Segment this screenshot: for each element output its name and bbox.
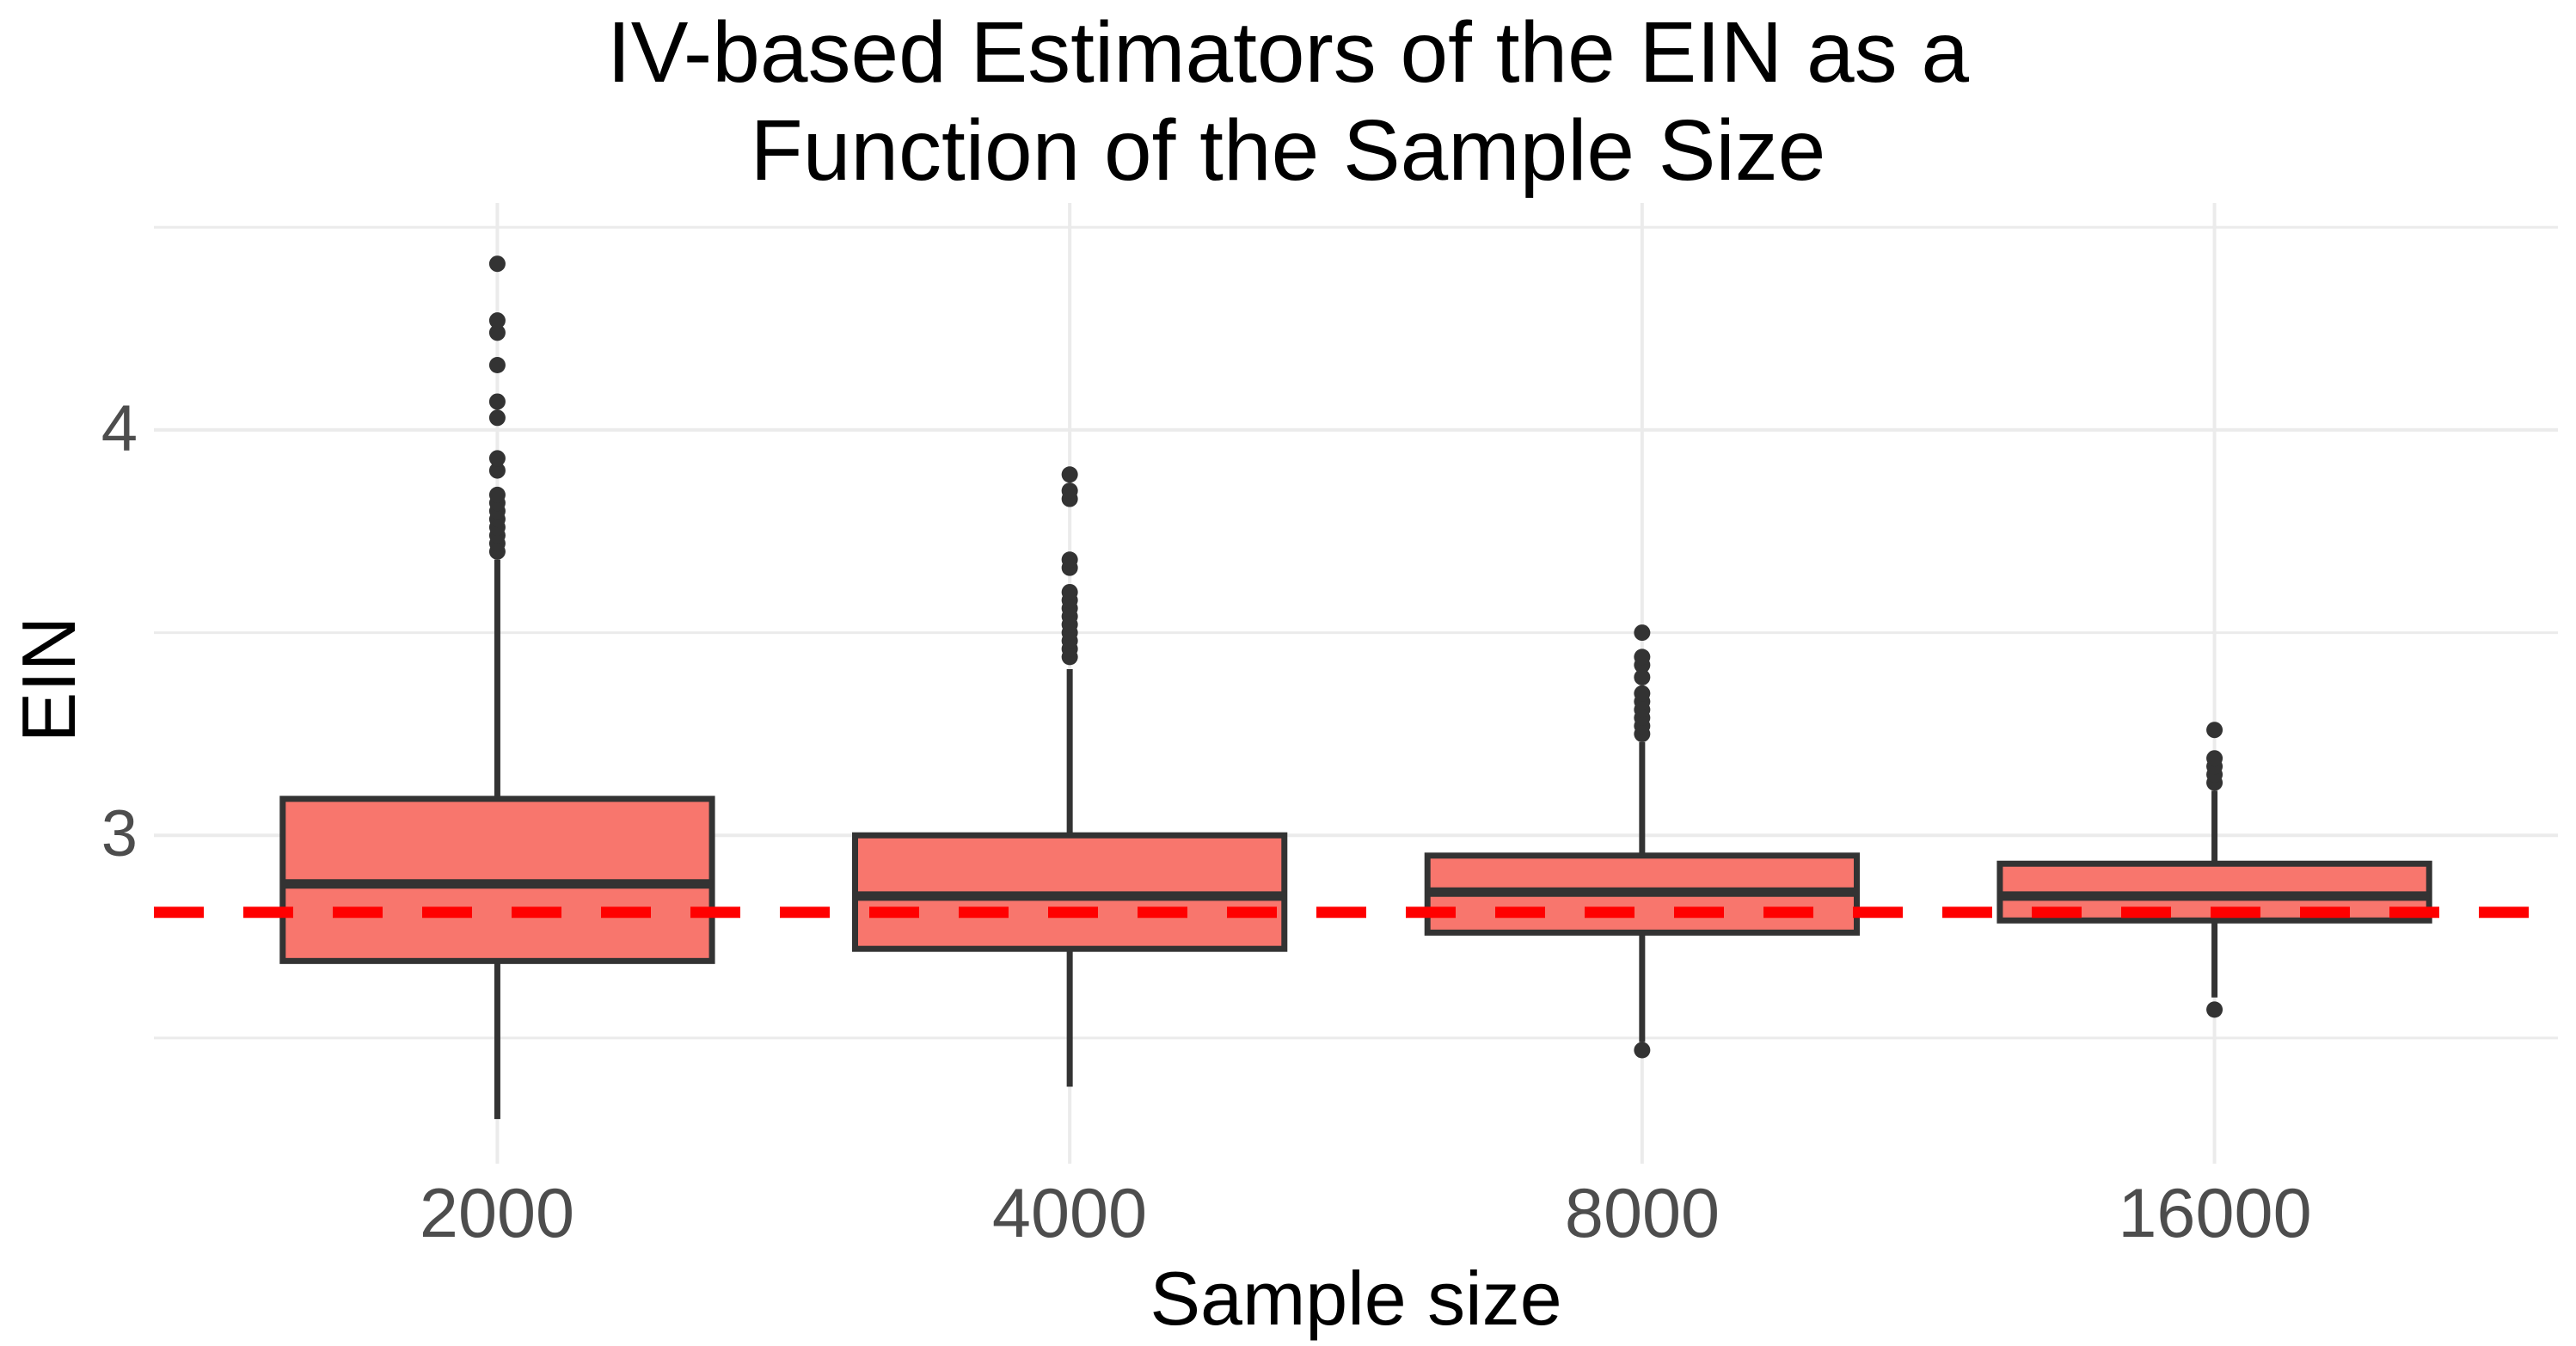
outlier-dot	[2206, 722, 2223, 739]
chart-title: IV-based Estimators of the EIN as a Func…	[0, 3, 2576, 200]
outlier-dot	[2206, 1001, 2223, 1018]
boxplot-16000	[1996, 722, 2432, 1018]
outlier-dot	[1634, 1042, 1651, 1059]
minor-gridlines	[154, 225, 2558, 1040]
outlier-dot	[1634, 648, 1651, 666]
y-tick-label-3: 3	[101, 797, 138, 870]
outliers	[1634, 624, 1651, 1059]
outlier-dot	[1061, 551, 1078, 569]
outliers	[488, 255, 506, 560]
outlier-dot	[488, 409, 506, 427]
outlier-dot	[1061, 466, 1078, 483]
x-tick-label-4000: 4000	[991, 1175, 1148, 1252]
outlier-dot	[1634, 624, 1651, 642]
outlier-dot	[488, 393, 506, 410]
boxplot-2000	[279, 255, 715, 1120]
outliers	[1061, 466, 1078, 666]
outlier-dot	[488, 324, 506, 341]
x-tick-label-16000: 16000	[2118, 1175, 2312, 1252]
y-axis-title: EIN	[6, 616, 91, 743]
outlier-dot	[1634, 685, 1651, 702]
vertical-gridlines	[495, 203, 2217, 1164]
boxplot-8000	[1424, 624, 1860, 1059]
y-tick-label-4: 4	[101, 392, 138, 465]
outlier-dot	[1061, 482, 1078, 500]
outlier-dot	[488, 255, 506, 273]
chart-title-line1: IV-based Estimators of the EIN as a	[606, 4, 1970, 101]
outlier-dot	[488, 486, 506, 503]
x-axis-title: Sample size	[1150, 1256, 1562, 1341]
outlier-dot	[2206, 750, 2223, 767]
outlier-dot	[1634, 668, 1651, 685]
chart-title-line2: Function of the Sample Size	[750, 102, 1826, 199]
x-tick-label-2000: 2000	[419, 1175, 575, 1252]
x-tick-label-8000: 8000	[1564, 1175, 1720, 1252]
outlier-dot	[488, 450, 506, 467]
outlier-dot	[488, 312, 506, 329]
outliers	[2206, 722, 2223, 1018]
outlier-dot	[1061, 583, 1078, 600]
outlier-dot	[488, 357, 506, 374]
boxplot-4000	[852, 466, 1288, 1087]
outlier-dot	[488, 462, 506, 479]
